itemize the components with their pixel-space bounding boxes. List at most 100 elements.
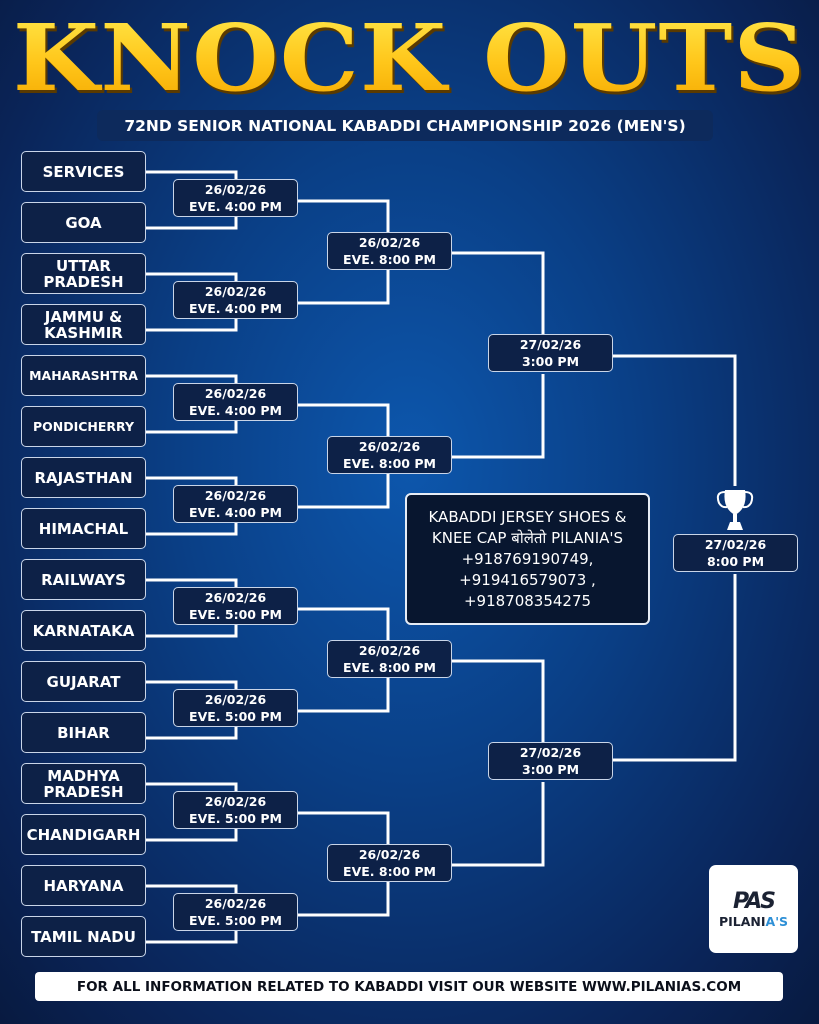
connector-line xyxy=(298,403,390,436)
trophy-icon xyxy=(716,490,754,530)
connector-line xyxy=(298,474,390,509)
connector-line xyxy=(452,782,545,867)
final-match-line: 8:00 PM xyxy=(706,554,765,569)
connector-line xyxy=(612,574,737,762)
connector-line xyxy=(146,680,238,689)
connector-line xyxy=(146,476,238,485)
team-box: HIMACHAL xyxy=(21,508,146,549)
connector-line xyxy=(452,659,545,742)
round2-match-line: EVE. 8:00 PM xyxy=(343,864,436,879)
round1-match-line: EVE. 4:00 PM xyxy=(189,301,282,316)
round3-match: 27/02/26 3:00 PM xyxy=(488,334,613,372)
logo-name-part: PILANI xyxy=(718,914,766,929)
ad-line: KNEE CAP बोलेतो PILANIA'S xyxy=(431,528,624,547)
team-box: RAJASTHAN xyxy=(21,457,146,498)
round1-match: 26/02/26 EVE. 4:00 PM xyxy=(173,485,298,523)
team-box-line: RAJASTHAN xyxy=(34,468,133,487)
round1-match-line: EVE. 4:00 PM xyxy=(189,505,282,520)
round1-match-line: EVE. 5:00 PM xyxy=(189,607,282,622)
round1-match-line: 26/02/26 xyxy=(204,692,267,707)
round2-match: 26/02/26 EVE. 8:00 PM xyxy=(327,436,452,474)
team-box-line: PONDICHERRY xyxy=(32,418,135,434)
round3-match-line: 27/02/26 xyxy=(519,337,582,352)
connector-line xyxy=(298,882,390,917)
connector-line xyxy=(146,578,238,587)
page-title: KNOCK OUTS xyxy=(0,8,819,108)
team-box-line: MADHYA xyxy=(47,766,120,785)
round2-match: 26/02/26 EVE. 8:00 PM xyxy=(327,640,452,678)
connector-line xyxy=(146,829,238,842)
round1-match: 26/02/26 EVE. 4:00 PM xyxy=(173,179,298,217)
team-box-line: CHANDIGARH xyxy=(26,825,141,844)
team-box-line: UTTAR xyxy=(56,256,111,275)
round1-match: 26/02/26 EVE. 4:00 PM xyxy=(173,281,298,319)
round3-match-line: 3:00 PM xyxy=(521,354,580,369)
round2-match-line: EVE. 8:00 PM xyxy=(343,456,436,471)
team-box-line: SERVICES xyxy=(42,162,125,181)
team-box: HARYANA xyxy=(21,865,146,906)
connector-line xyxy=(146,374,238,383)
round1-match-line: 26/02/26 xyxy=(204,896,267,911)
team-box-line: GUJARAT xyxy=(46,672,121,691)
team-box-line: PRADESH xyxy=(43,782,124,801)
team-box: TAMIL NADU xyxy=(21,916,146,957)
team-box-line: RAILWAYS xyxy=(41,570,126,589)
team-box-line: TAMIL NADU xyxy=(31,927,136,946)
subtitle: 72ND SENIOR NATIONAL KABADDI CHAMPIONSHI… xyxy=(97,110,713,141)
team-box: KARNATAKA xyxy=(21,610,146,651)
team-box: UTTAR PRADESH xyxy=(21,253,146,294)
round1-match: 26/02/26 EVE. 5:00 PM xyxy=(173,893,298,931)
connector-line xyxy=(298,678,390,713)
connector-line xyxy=(146,421,238,434)
connector-line xyxy=(146,884,238,893)
round1-match: 26/02/26 EVE. 4:00 PM xyxy=(173,383,298,421)
round1-match-line: EVE. 4:00 PM xyxy=(189,199,282,214)
round1-match-line: 26/02/26 xyxy=(204,488,267,503)
round1-match-line: 26/02/26 xyxy=(204,590,267,605)
footer-banner: FOR ALL INFORMATION RELATED TO KABADDI V… xyxy=(35,972,783,1001)
logo-name-part: A'S xyxy=(765,914,789,929)
team-box-line: KARNATAKA xyxy=(32,621,135,640)
round3-match-line: 27/02/26 xyxy=(519,745,582,760)
team-box: GOA xyxy=(21,202,146,243)
round2-match: 26/02/26 EVE. 8:00 PM xyxy=(327,232,452,270)
round1-match-line: 26/02/26 xyxy=(204,182,267,197)
team-box: GUJARAT xyxy=(21,661,146,702)
connector-line xyxy=(146,319,238,332)
round2-match-line: EVE. 8:00 PM xyxy=(343,660,436,675)
final-match: 27/02/26 8:00 PM xyxy=(673,534,798,572)
ad-phone: +918708354275 xyxy=(463,591,592,610)
connector-line xyxy=(146,931,238,944)
logo-name: PILANIA'S xyxy=(719,914,788,929)
round2-match-line: 26/02/26 xyxy=(358,235,421,250)
team-box: PONDICHERRY xyxy=(21,406,146,447)
round2-match-line: 26/02/26 xyxy=(358,847,421,862)
connector-line xyxy=(146,272,238,281)
team-box-line: BIHAR xyxy=(57,723,110,742)
round1-match-line: EVE. 5:00 PM xyxy=(189,811,282,826)
connector-line xyxy=(298,811,390,844)
team-box-line: GOA xyxy=(65,213,102,232)
round1-match-line: EVE. 4:00 PM xyxy=(189,403,282,418)
round1-match-line: 26/02/26 xyxy=(204,284,267,299)
connector-line xyxy=(452,251,545,334)
connector-line xyxy=(298,607,390,640)
round2-match: 26/02/26 EVE. 8:00 PM xyxy=(327,844,452,882)
team-box: RAILWAYS xyxy=(21,559,146,600)
connector-line xyxy=(146,523,238,536)
team-box-line: MAHARASHTRA xyxy=(29,367,138,383)
ad-line: KABADDI JERSEY SHOES & xyxy=(428,507,627,526)
round3-match-line: 3:00 PM xyxy=(521,762,580,777)
round1-match-line: 26/02/26 xyxy=(204,386,267,401)
round1-match: 26/02/26 EVE. 5:00 PM xyxy=(173,689,298,727)
team-box: JAMMU & KASHMIR xyxy=(21,304,146,345)
round1-match-line: EVE. 5:00 PM xyxy=(189,709,282,724)
team-box: MADHYA PRADESH xyxy=(21,763,146,804)
team-box-line: PRADESH xyxy=(43,272,124,291)
team-box: CHANDIGARH xyxy=(21,814,146,855)
pilanias-logo: PAS PILANIA'S xyxy=(709,865,798,953)
round2-match-line: 26/02/26 xyxy=(358,439,421,454)
team-box-line: HIMACHAL xyxy=(38,519,129,538)
connector-line xyxy=(146,625,238,638)
logo-mark: PAS xyxy=(733,889,776,914)
